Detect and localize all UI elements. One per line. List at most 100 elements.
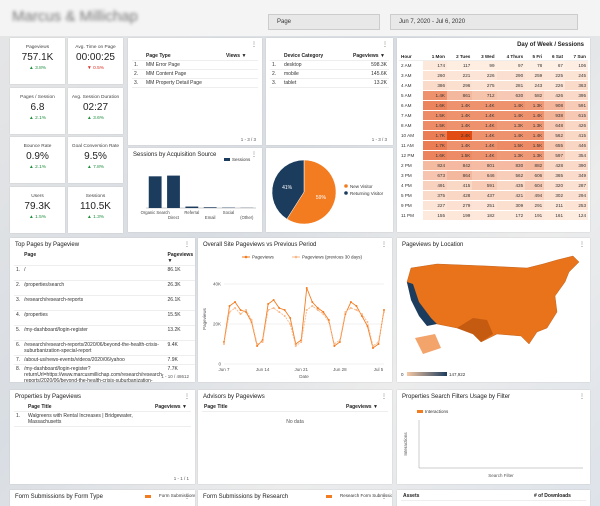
table-cell: 1.: [270, 60, 282, 70]
heat-cell: 290: [496, 70, 526, 81]
heat-cell: 1.5K: [423, 110, 447, 121]
card-menu[interactable]: ⋮: [579, 242, 585, 248]
table-row: 5 AM 1.4K 861 712 630 582 426 395: [399, 90, 588, 101]
heat-cell: 1.3K: [525, 120, 545, 131]
card-menu[interactable]: ⋮: [251, 152, 257, 158]
table-cell: 6.: [14, 340, 23, 356]
heat-cell: 446: [565, 140, 588, 151]
card-title: Pageviews by Location: [402, 242, 464, 248]
metric-value: 6.8: [30, 101, 45, 113]
column-header: [14, 251, 23, 266]
heat-cell: 606: [525, 170, 545, 181]
heat-cell: 226: [472, 70, 497, 81]
heat-cell: 1.4K: [472, 120, 497, 131]
heat-cell: 199: [447, 210, 473, 221]
card-menu[interactable]: ⋮: [251, 42, 257, 48]
heat-cell: 630: [496, 90, 526, 101]
heat-cell: 435: [496, 180, 526, 191]
heat-cell: 1.4K: [472, 110, 497, 121]
heat-cell: 646: [472, 170, 497, 181]
card-menu[interactable]: ⋮: [382, 42, 388, 48]
table-cell: 86.1K: [165, 265, 195, 281]
column-header: # of Downloads: [532, 492, 586, 501]
heat-cell: 908: [544, 100, 565, 111]
point: [311, 305, 314, 307]
legend-dot: [344, 191, 348, 195]
heat-cell: 1.6K: [423, 150, 447, 161]
page-type-table: ⋮ Page Type Views ▼ 1. MM Error Page 2. MM Con…: [128, 38, 262, 145]
point: [272, 299, 275, 301]
card-menu[interactable]: ⋮: [184, 242, 190, 248]
page-filter[interactable]: Page: [268, 14, 380, 30]
metric-value: 110.5K: [80, 200, 111, 212]
date-range[interactable]: Jun 7, 2020 - Jul 6, 2020: [390, 14, 578, 30]
heat-cell: 1.7K: [423, 140, 447, 151]
point: [256, 343, 259, 345]
heat-cell: 245: [565, 70, 588, 81]
heat-cell: 1.5K: [496, 140, 526, 151]
table-row: 5./my-dashboard/login-register13.2K8.6% …: [14, 325, 195, 341]
heat-cell: 1.4K: [423, 90, 447, 101]
table-row: 6 AM 1.6K 1.4K 1.4K 1.4K 1.3K 908 591: [399, 100, 588, 111]
scorecard: Bounce Rate 0.9% ▲ 2.1%: [10, 137, 65, 183]
row-header: 2 AM: [399, 60, 423, 71]
table-wrap: Page Title Pageviews ▼ 1. Walgreens with Re…: [14, 403, 191, 427]
metric-label: Pageviews: [25, 45, 50, 50]
heat-cell: 225: [544, 70, 565, 81]
bar: [185, 206, 199, 208]
scorecard: Pages / Session 6.8 ▲ 2.1%: [10, 87, 65, 134]
metric-label: Sessions: [85, 193, 106, 199]
card-menu[interactable]: ⋮: [579, 394, 585, 400]
card-menu[interactable]: ⋮: [381, 394, 387, 400]
table-cell: 13.2K: [165, 325, 195, 341]
table-cell: 9.4K: [165, 340, 195, 356]
point: [383, 309, 385, 311]
table-row: 1. desktop 598.3K: [270, 60, 389, 70]
column-header: Pageviews ▼: [351, 52, 389, 61]
y-axis-title: Interactions: [403, 432, 408, 456]
device-table: ⋮ Device Category Pageviews ▼ 1. desktop 598.…: [266, 38, 393, 145]
table-row: 8./my-dashboard/login-register?returnUrl…: [14, 364, 195, 382]
table-row: 10 AM 1.7K 2.4K 1.4K 1.4K 1.4K 562 415: [399, 130, 588, 141]
point: [360, 313, 363, 315]
heat-cell: 938: [544, 110, 565, 121]
point: [223, 343, 225, 345]
point: [366, 321, 369, 323]
card-menu[interactable]: ⋮: [184, 394, 190, 400]
legend-label: Pageviews: [252, 255, 275, 260]
point: [327, 319, 330, 321]
table-cell: 3.: [132, 78, 144, 88]
x-tick-label: Jun 7: [218, 367, 230, 372]
column-header: [14, 403, 26, 412]
heatmap-table: Day of Week / Sessions Hour 1 Mon 2 Tues 3 W…: [397, 38, 590, 232]
heat-cell: 211: [544, 200, 565, 211]
heat-cell: 243: [525, 80, 545, 91]
table-cell: /properties: [22, 310, 166, 326]
row-header: 3 PM: [399, 170, 423, 181]
heat-cell: 155: [423, 210, 447, 221]
column-header: 1 Mon: [423, 52, 447, 61]
legend-label: Interactions: [425, 409, 449, 414]
card-menu[interactable]: ⋮: [381, 494, 387, 500]
heat-cell: 2.4K: [447, 130, 473, 141]
point: [371, 347, 374, 349]
row-header: 11 PM: [399, 210, 423, 221]
column-header: Page: [22, 251, 166, 266]
point: [234, 301, 237, 303]
bar: [203, 207, 217, 208]
metric-label: Goal Conversion Rate: [71, 144, 120, 149]
data-table: Page Type Views ▼ 1. MM Error Page 2. MM Cont…: [132, 52, 258, 88]
point: [239, 309, 242, 311]
point: [333, 343, 336, 345]
card-title: Overall Site Pageviews vs Previous Perio…: [203, 242, 317, 248]
metric-label: Avg. Session Duration: [71, 94, 120, 100]
column-header: Views ▼: [224, 52, 258, 61]
pageviews-line-chart: Overall Site Pageviews vs Previous Perio…: [198, 238, 392, 382]
point: [322, 313, 325, 315]
row-header: 2 PM: [399, 160, 423, 171]
card-menu[interactable]: ⋮: [381, 242, 387, 248]
table-wrap: Device Category Pageviews ▼ 1. desktop 598.3…: [270, 52, 389, 88]
heat-cell: 562: [496, 170, 526, 181]
card-menu[interactable]: ⋮: [184, 494, 190, 500]
